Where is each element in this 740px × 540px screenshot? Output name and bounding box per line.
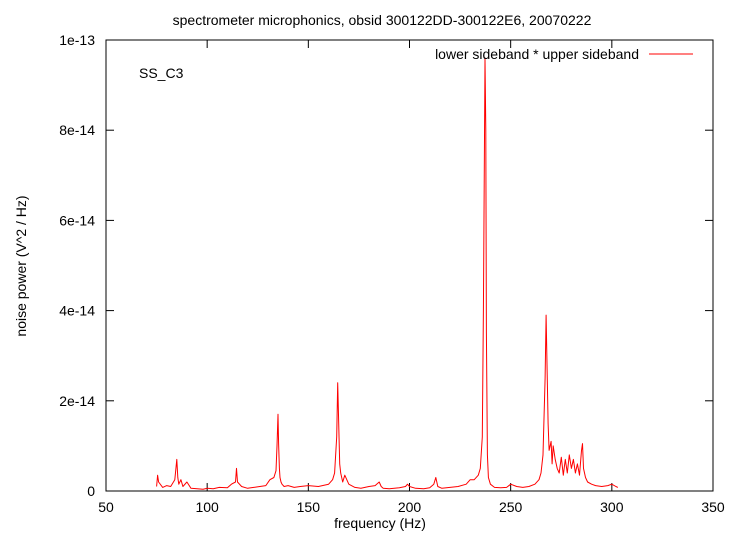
y-axis-label: noise power (V^2 / Hz) — [13, 195, 29, 336]
y-tick-label: 4e-14 — [59, 303, 95, 319]
x-tick-label: 100 — [195, 499, 219, 515]
y-tick-label: 1e-13 — [59, 32, 95, 48]
y-tick-label: 0 — [87, 483, 95, 499]
y-tick-label: 8e-14 — [59, 122, 95, 138]
y-axis: 0 2e-14 4e-14 6e-14 8e-14 1e-13 — [59, 32, 713, 499]
y-tick-label: 6e-14 — [59, 212, 95, 228]
x-axis: 50 100 150 200 250 300 350 — [98, 40, 725, 515]
chart-title: spectrometer microphonics, obsid 300122D… — [173, 12, 592, 28]
plot-frame — [105, 39, 714, 492]
series-line — [156, 57, 619, 490]
x-tick-label: 350 — [701, 499, 725, 515]
x-tick-label: 150 — [297, 499, 321, 515]
x-tick-label: 300 — [600, 499, 624, 515]
x-tick-label: 200 — [398, 499, 422, 515]
x-tick-label: 50 — [98, 499, 114, 515]
legend-label: lower sideband * upper sideband — [435, 46, 639, 62]
x-tick-label: 250 — [499, 499, 523, 515]
series-layer — [156, 57, 619, 490]
legend: lower sideband * upper sideband — [435, 46, 693, 62]
y-tick-label: 2e-14 — [59, 393, 95, 409]
x-axis-label: frequency (Hz) — [334, 515, 426, 531]
plot-annotation: SS_C3 — [139, 65, 184, 81]
